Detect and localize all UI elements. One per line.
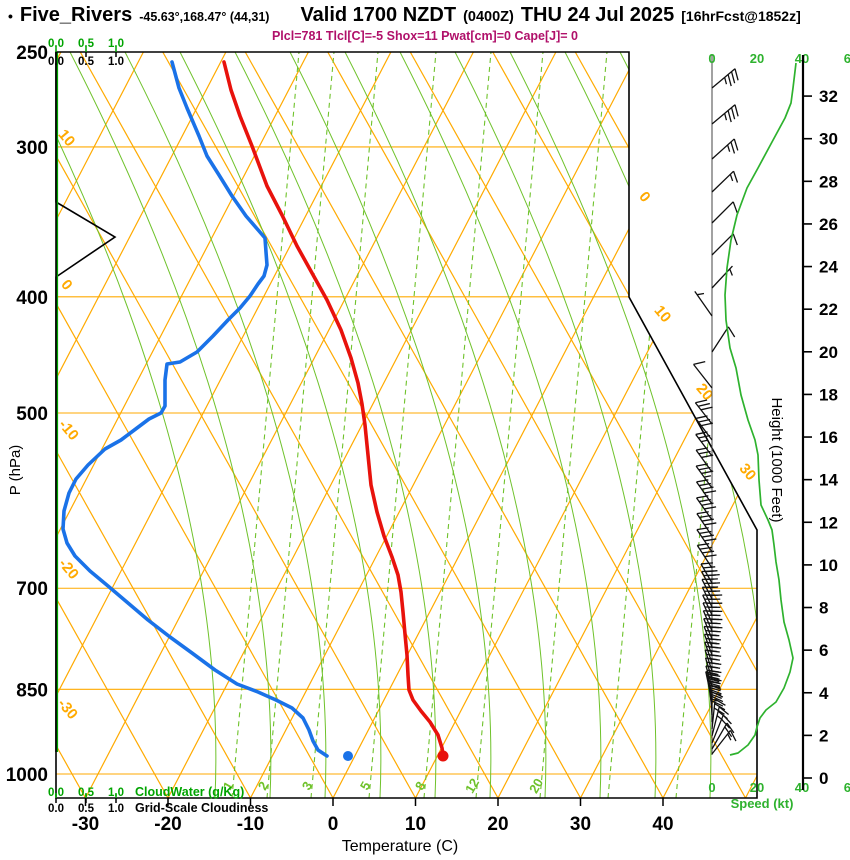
temperature-axis: -30 -20 -10 0 10 20 30 40 Temperature (C) — [72, 798, 674, 855]
svg-text:14: 14 — [819, 471, 838, 490]
svg-text:0: 0 — [635, 188, 653, 205]
svg-text:10: 10 — [651, 302, 675, 326]
station-coordinates: -45.63°,168.47° (44,31) — [139, 10, 270, 24]
svg-text:0.0: 0.0 — [48, 38, 64, 50]
svg-text:0.5: 0.5 — [78, 787, 95, 799]
svg-text:18: 18 — [819, 385, 838, 404]
svg-text:8: 8 — [819, 599, 828, 618]
surface-temperature-dot — [437, 750, 449, 762]
svg-text:1.0: 1.0 — [108, 803, 124, 815]
svg-text:0.5: 0.5 — [78, 56, 95, 68]
svg-text:1.0: 1.0 — [108, 56, 124, 68]
svg-text:60: 60 — [844, 780, 850, 795]
cloudwater-scale-label: CloudWater (g/Kg) — [135, 785, 244, 799]
cloudiness-scale-label: Grid-Scale Cloudiness — [135, 801, 268, 815]
svg-text:30: 30 — [736, 460, 760, 484]
svg-text:-10: -10 — [55, 416, 82, 444]
svg-text:20: 20 — [487, 814, 508, 835]
svg-text:5: 5 — [357, 779, 374, 793]
svg-text:700: 700 — [16, 579, 48, 600]
speed-axis-label: Speed (kt) — [731, 796, 794, 811]
svg-text:12: 12 — [462, 776, 482, 796]
svg-text:1000: 1000 — [6, 765, 48, 786]
forecast-hour: [16hrFcst@1852z] — [681, 8, 801, 24]
station-name: Five_Rivers — [19, 4, 133, 26]
grid-lines — [56, 52, 757, 798]
svg-text:20: 20 — [526, 776, 546, 796]
svg-text:0: 0 — [708, 51, 715, 66]
svg-text:30: 30 — [819, 130, 838, 149]
svg-text:26: 26 — [819, 215, 838, 234]
svg-text:20: 20 — [750, 51, 764, 66]
pressure-axis-label: P (hPa) — [7, 445, 24, 496]
svg-text:1.0: 1.0 — [108, 787, 124, 799]
svg-text:6: 6 — [819, 641, 828, 660]
svg-text:8: 8 — [412, 779, 429, 793]
svg-text:0.0: 0.0 — [48, 803, 64, 815]
svg-text:40: 40 — [652, 814, 673, 835]
grid-scale-cloudiness-profile — [55, 52, 117, 752]
svg-text:30: 30 — [570, 814, 591, 835]
plot-frame — [55, 51, 758, 799]
svg-text:10: 10 — [819, 556, 838, 575]
svg-text:28: 28 — [819, 172, 838, 191]
svg-text:0.0: 0.0 — [48, 787, 64, 799]
valid-time: Valid 1700 NZDT — [300, 4, 457, 26]
dewpoint-curve — [61, 60, 329, 758]
cloud-scales: 0.0 0.0 0.0 0.0 0.5 0.5 0.5 0.5 1.0 1.0 1.0 1.0 Clou… — [48, 38, 268, 815]
svg-text:-30: -30 — [72, 814, 99, 835]
svg-text:1.0: 1.0 — [108, 38, 124, 50]
svg-text:0: 0 — [708, 780, 715, 795]
svg-text:20: 20 — [750, 780, 764, 795]
surface-dewpoint-dot — [343, 751, 353, 761]
valid-date: THU 24 Jul 2025 — [520, 4, 675, 26]
svg-text:24: 24 — [819, 258, 838, 277]
svg-text:2: 2 — [255, 779, 272, 793]
svg-text:300: 300 — [16, 138, 48, 159]
svg-text:22: 22 — [819, 300, 838, 319]
height-axis-label: Height (1000 Feet) — [768, 397, 785, 522]
svg-text:0: 0 — [819, 769, 828, 788]
title-bullet-icon: • — [8, 8, 13, 24]
svg-text:3: 3 — [299, 779, 316, 793]
svg-text:0: 0 — [328, 814, 339, 835]
svg-text:850: 850 — [16, 680, 48, 701]
zulu-time: (0400Z) — [463, 9, 514, 25]
chart-title: • Five_Rivers -45.63°,168.47° (44,31) Va… — [8, 4, 848, 27]
svg-text:400: 400 — [16, 288, 48, 309]
stability-parameters: Plcl=781 Tlcl[C]=-5 Shox=11 Pwat[cm]=0 C… — [271, 29, 579, 43]
svg-text:16: 16 — [819, 428, 838, 447]
svg-text:500: 500 — [16, 404, 48, 425]
svg-text:0: 0 — [57, 276, 75, 293]
pressure-axis: 250 300 400 500 700 850 1000 P (hPa) — [6, 43, 48, 786]
svg-text:-10: -10 — [237, 814, 264, 835]
svg-text:60: 60 — [844, 51, 850, 66]
temperature-axis-label: Temperature (C) — [342, 838, 458, 855]
svg-text:12: 12 — [819, 513, 838, 532]
svg-text:4: 4 — [819, 684, 829, 703]
svg-text:10: 10 — [405, 814, 426, 835]
svg-text:2: 2 — [819, 726, 828, 745]
temperature-curve — [222, 60, 445, 756]
svg-text:0.5: 0.5 — [78, 38, 95, 50]
svg-text:0.5: 0.5 — [78, 803, 95, 815]
svg-text:-20: -20 — [154, 814, 181, 835]
svg-text:250: 250 — [16, 43, 48, 64]
svg-text:20: 20 — [819, 343, 838, 362]
wind-speed-profile — [724, 62, 797, 756]
svg-text:0.0: 0.0 — [48, 56, 64, 68]
svg-text:32: 32 — [819, 87, 838, 106]
wind-barbs — [693, 68, 739, 755]
